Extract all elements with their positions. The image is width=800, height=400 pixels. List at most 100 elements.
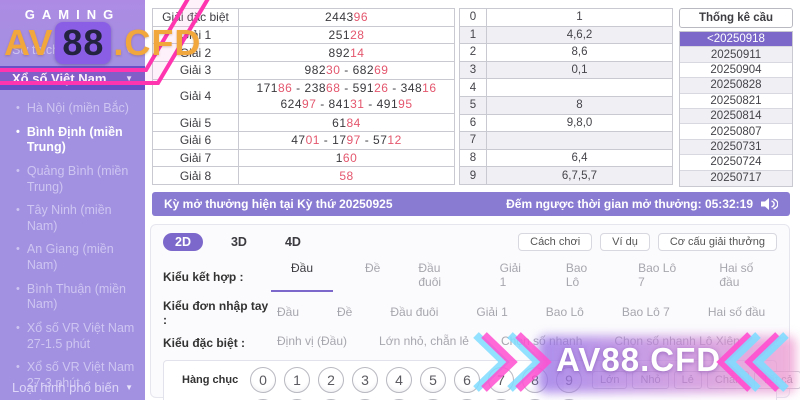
sidebar-section-vietnam-lottery[interactable]: Xổ số Việt Nam ▼ (0, 66, 145, 90)
prize-numbers: 6184 (238, 113, 455, 132)
date-item-9[interactable]: 20250717 (680, 170, 792, 186)
combo-option-0[interactable]: Đầu (271, 261, 334, 292)
digit-values-cell: 8 (576, 99, 583, 112)
combo-option-3[interactable]: Giải 1 (499, 261, 521, 289)
digit-button-5[interactable]: 5 (420, 367, 446, 393)
digit-values-cell: 8,6 (571, 46, 588, 59)
combo-option-4[interactable]: Bao Lô (565, 261, 588, 289)
dimension-tabs: 2D 3D 4D (163, 233, 311, 251)
prize-numbers: 98230 - 68269 (238, 61, 455, 80)
manual-option-1[interactable]: Đề (337, 304, 353, 319)
sidebar-item-3[interactable]: • Tây Ninh (miền Nam) (0, 199, 145, 238)
sidebar-item-label: Hà Nội (miền Bắc) (26, 101, 129, 115)
sidebar: GAMING Sở thích của tôi ▼ Xổ số Việt Nam… (0, 0, 145, 400)
quick-button-1[interactable]: Nhỏ (632, 371, 669, 389)
help-button-2[interactable]: Cơ cấu giải thưởng (657, 233, 777, 251)
manual-option-3[interactable]: Giải 1 (476, 304, 508, 319)
quick-button-4[interactable]: Tất cả (754, 371, 800, 389)
digit-button-7[interactable]: 7 (488, 367, 514, 393)
sidebar-item-label: Bình Định (miền Trung) (26, 124, 123, 155)
digit-row: 9 6,7,5,7 (460, 167, 672, 184)
favorites-label: Sở thích của tôi (12, 43, 100, 57)
tab-3d[interactable]: 3D (230, 235, 247, 249)
sidebar-item-popular-types[interactable]: Loại hình phổ biến ▼ (0, 374, 145, 400)
manual-option-4[interactable]: Bao Lô (545, 304, 584, 319)
prize-numbers: 89214 (238, 43, 455, 63)
tab-4d[interactable]: 4D (284, 235, 301, 249)
sidebar-item-label: Xổ số VR Việt Nam 27-1.5 phút (26, 320, 135, 351)
sidebar-item-2[interactable]: • Quảng Bình (miền Trung) (0, 160, 145, 199)
digit-button-1[interactable]: 1 (284, 367, 310, 393)
sidebar-item-label: Xổ số VR Việt Nam 27-3 phút (26, 360, 135, 390)
digit-values-cell: 0,1 (571, 64, 588, 77)
sidebar-item-0[interactable]: • Hà Nội (miền Bắc) (0, 97, 145, 121)
date-item-8[interactable]: 20250724 (680, 155, 792, 171)
digit-button-9[interactable]: 9 (556, 367, 582, 393)
date-item-6[interactable]: 20250807 (680, 124, 792, 140)
combo-option-2[interactable]: Đầu đuôi (418, 261, 442, 289)
betting-panel: 2D 3D 4D Cách chơi Ví dụ Cơ cấu giải thưởng … (150, 224, 800, 400)
digit-button-8[interactable]: 8 (522, 367, 548, 393)
sidebar-item-7[interactable]: • Xổ số VR Việt Nam 27-3 phút (0, 356, 145, 395)
sidebar-item-5[interactable]: • Bình Thuận (miền Nam) (0, 278, 145, 317)
digit-stats-table: 0 1 1 4,6,2 2 8,6 3 0,1 4 5 8 6 9,8,0 7 8 6,4 9 6,7,5,7 (459, 8, 673, 185)
manual-option-6[interactable]: Hai số đầu (707, 304, 766, 319)
chevron-down-icon: ▼ (125, 45, 133, 55)
date-item-0[interactable]: <20250918 (680, 32, 792, 48)
number-row-1: Hàng đơn vị0123456789LớnNhỏLẻChẵnTất cảX… (172, 396, 768, 400)
date-item-3[interactable]: 20250828 (680, 78, 792, 94)
manual-option-0[interactable]: Đầu (277, 304, 300, 319)
special-option-3[interactable]: Chọn số nhanh Lô Xiên (614, 334, 740, 348)
sidebar-item-6[interactable]: • Xổ số VR Việt Nam 27-1.5 phút (0, 317, 145, 356)
sidebar-item-list: • Hà Nội (miền Bắc) • Bình Định (miền Trung… (0, 90, 145, 400)
combo-option-1[interactable]: Đề (365, 261, 381, 275)
digit-button-3[interactable]: 3 (352, 367, 378, 393)
digit-cell: 9 (460, 167, 487, 184)
digit-cell: 6 (460, 114, 487, 132)
date-item-2[interactable]: 20250904 (680, 62, 792, 79)
quick-button-2[interactable]: Lẻ (673, 371, 702, 389)
quick-button-3[interactable]: Chẵn (706, 371, 750, 389)
speaker-icon[interactable] (761, 197, 778, 211)
special-option-0[interactable]: Định vị (Đầu) (277, 334, 348, 348)
special-option-2[interactable]: Chọn số nhanh (500, 334, 583, 348)
digit-row: 6 9,8,0 (460, 114, 672, 133)
digit-button-0[interactable]: 0 (250, 367, 276, 393)
sidebar-item-1[interactable]: • Bình Định (miền Trung) (0, 121, 145, 160)
bullet-icon: • (16, 361, 20, 374)
date-item-5[interactable]: 20250814 (680, 108, 792, 125)
bullet-icon: • (16, 102, 20, 114)
special-option-1[interactable]: Lớn nhỏ, chẵn lẻ (379, 334, 469, 348)
digit-button-4[interactable]: 4 (386, 367, 412, 393)
date-item-1[interactable]: 20250911 (680, 47, 792, 63)
stats-button[interactable]: Thống kê cầu (679, 8, 793, 28)
sidebar-item-4[interactable]: • An Giang (miền Nam) (0, 238, 145, 277)
manual-option-2[interactable]: Đầu đuôi (390, 304, 439, 319)
bullet-icon: • (16, 164, 20, 177)
digit-values-cell: 6,4 (571, 152, 588, 165)
prize-numbers: 244396 (238, 8, 455, 27)
prize-numbers: 17186 - 23868 - 59126 - 34816 62497 - 841… (238, 78, 455, 115)
manual-option-5[interactable]: Bao Lô 7 (621, 304, 670, 319)
bullet-icon: • (16, 321, 20, 334)
digit-button-2[interactable]: 2 (318, 367, 344, 393)
digit-button-6[interactable]: 6 (454, 367, 480, 393)
help-button-1[interactable]: Ví dụ (600, 233, 650, 251)
prize-label: Giải 8 (152, 166, 239, 185)
combo-option-5[interactable]: Bao Lô 7 (638, 261, 677, 289)
tab-2d[interactable]: 2D (163, 233, 203, 251)
chevron-down-icon: ▼ (125, 382, 133, 392)
digit-cell: 2 (460, 44, 487, 61)
date-item-4[interactable]: 20250821 (680, 93, 792, 109)
help-button-0[interactable]: Cách chơi (518, 233, 593, 251)
sidebar-item-label: Quảng Bình (miền Trung) (26, 163, 129, 194)
sidebar-item-favorites[interactable]: Sở thích của tôi ▼ (0, 40, 145, 60)
combo-option-6[interactable]: Hai số đầu (719, 261, 754, 289)
date-item-7[interactable]: 20250731 (680, 139, 792, 156)
quick-button-0[interactable]: Lớn (592, 371, 628, 389)
prize-numbers: 58 (238, 166, 455, 185)
digit-row: 3 0,1 (460, 61, 672, 80)
prize-numbers: 4701 - 1797 - 5712 (238, 130, 455, 150)
